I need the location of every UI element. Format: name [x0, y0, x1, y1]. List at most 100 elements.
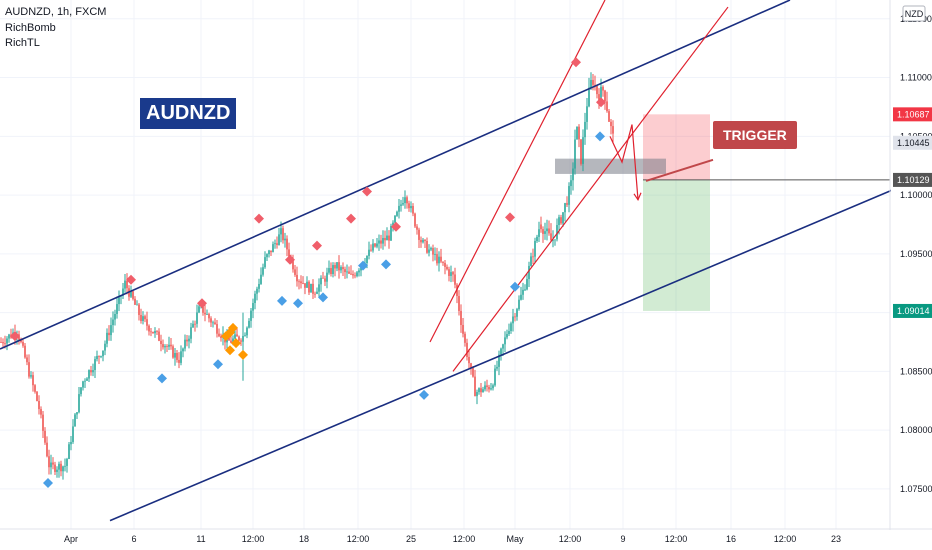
- candle-body: [530, 256, 532, 266]
- buy-marker: [595, 131, 605, 142]
- candle-body: [20, 339, 22, 342]
- candle-body: [104, 343, 106, 351]
- indicator-richtl[interactable]: RichTL: [5, 37, 40, 49]
- candle-body: [612, 126, 614, 134]
- price-tag-label: 1.10445: [897, 138, 930, 148]
- price-axis[interactable]: 1.115001.110001.105001.100001.095001.090…: [889, 0, 932, 530]
- candle-body: [142, 316, 144, 321]
- candle-body: [316, 291, 318, 294]
- wedge-line[interactable]: [429, 0, 606, 343]
- candle-body: [154, 331, 156, 334]
- candle-body: [498, 354, 500, 367]
- candle-body: [310, 283, 312, 293]
- channel-line[interactable]: [0, 0, 791, 350]
- candle-body: [122, 288, 124, 296]
- time-tick-label: 12:00: [453, 534, 476, 544]
- candle-body: [92, 370, 94, 373]
- channel-line[interactable]: [109, 187, 898, 522]
- wedge-line[interactable]: [452, 6, 729, 372]
- candle-body: [602, 86, 604, 91]
- grid: [0, 0, 890, 529]
- candle-body: [74, 414, 76, 427]
- candle-body: [474, 376, 476, 397]
- candle-body: [116, 304, 118, 314]
- candle-body: [510, 323, 512, 332]
- time-axis[interactable]: Apr 6 11 12:00 18 12:00 25 12:00 May 12:00 9 12:00 1…: [0, 528, 932, 544]
- candle-body: [588, 87, 590, 107]
- time-tick-label: 12:00: [242, 534, 265, 544]
- candle-body: [138, 304, 140, 315]
- candle-body: [126, 280, 128, 289]
- price-tag-label: 1.10687: [897, 109, 930, 119]
- candle-body: [488, 386, 490, 390]
- candle-body: [432, 248, 434, 255]
- time-tick-label: Apr: [64, 534, 78, 544]
- candle-body: [62, 466, 64, 472]
- candle-body: [440, 256, 442, 262]
- candle-body: [78, 394, 80, 413]
- candle-body: [346, 271, 348, 273]
- candle-body: [354, 275, 356, 277]
- candle-body: [478, 388, 480, 393]
- orange-marker: [225, 345, 235, 356]
- candle-body: [282, 228, 284, 241]
- candle-body: [334, 265, 336, 269]
- price-tick-label: 1.07500: [900, 484, 932, 494]
- candle-body: [198, 306, 200, 313]
- time-tick-label: 6: [131, 534, 136, 544]
- sell-marker: [346, 213, 356, 224]
- candle-body: [98, 356, 100, 357]
- candle-body: [270, 250, 272, 253]
- candle-body: [144, 316, 146, 320]
- buy-marker: [358, 260, 368, 271]
- candle-body: [146, 319, 148, 326]
- candle-body: [348, 271, 350, 274]
- candle-body: [150, 331, 152, 333]
- trend-lines: [0, 0, 898, 522]
- candle-body: [4, 343, 6, 345]
- candle-body: [594, 84, 596, 86]
- price-tag: [893, 303, 932, 318]
- candle-body: [152, 331, 154, 334]
- candle-body: [464, 333, 466, 343]
- candle-body: [374, 243, 376, 247]
- indicator-richbomb[interactable]: RichBomb: [5, 22, 56, 34]
- candle-body: [606, 101, 608, 112]
- time-tick-label: 11: [196, 534, 205, 544]
- candle-body: [342, 267, 344, 270]
- candle-body: [372, 243, 374, 251]
- candle-body: [94, 359, 96, 371]
- candle-body: [158, 331, 160, 341]
- candle-body: [6, 338, 8, 344]
- candle-body: [236, 334, 238, 337]
- candle-body: [472, 367, 474, 377]
- buy-marker: [381, 259, 391, 270]
- candle-body: [322, 277, 324, 279]
- time-tick-label: 12:00: [774, 534, 797, 544]
- candle-body: [288, 249, 290, 258]
- candle-body: [136, 304, 138, 306]
- candle-body: [36, 391, 38, 402]
- consolidation-box[interactable]: [555, 158, 666, 174]
- candle-body: [174, 353, 176, 358]
- candle-body: [50, 462, 52, 468]
- candle-body: [212, 322, 214, 324]
- candle-body: [124, 280, 126, 289]
- orange-marker: [231, 338, 241, 349]
- sell-marker: [10, 331, 20, 342]
- sell-marker: [571, 57, 581, 68]
- candle-body: [600, 86, 602, 101]
- candle-body: [18, 334, 20, 340]
- sell-marker: [505, 212, 515, 223]
- time-tick-label: 25: [406, 534, 416, 544]
- candle-body: [272, 244, 274, 253]
- target-zone[interactable]: [643, 179, 710, 311]
- candle-body: [560, 217, 562, 224]
- candle-body: [548, 228, 550, 234]
- candle-body: [26, 357, 28, 363]
- candle-body: [22, 341, 24, 346]
- candle-body: [578, 126, 580, 140]
- currency-badge[interactable]: NZD: [902, 5, 926, 22]
- candle-body: [586, 106, 588, 122]
- projection-path[interactable]: [609, 124, 639, 200]
